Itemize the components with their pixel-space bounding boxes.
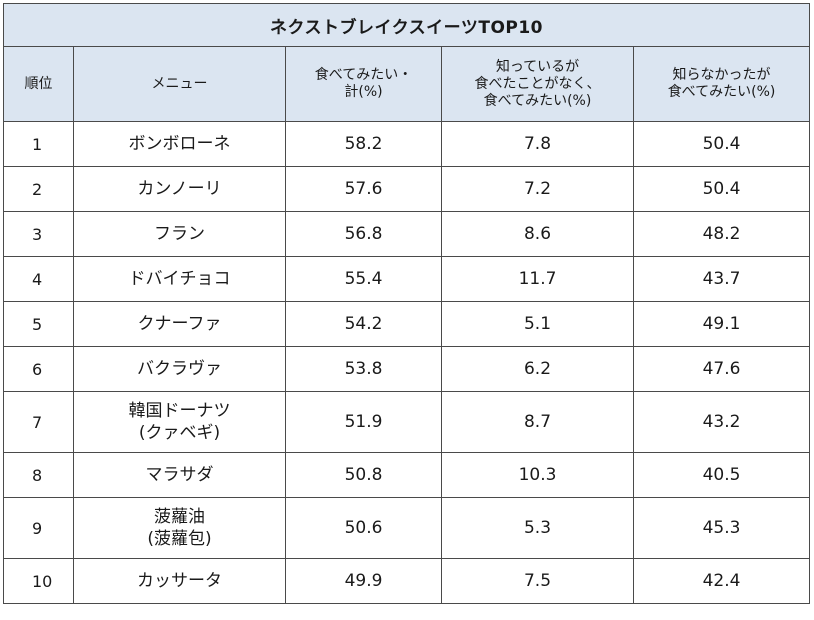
- unknown-want-percent-cell: 43.7: [632, 256, 811, 302]
- unknown-want-percent-cell: 49.1: [632, 301, 811, 347]
- column-header-menu: メニュー: [73, 46, 286, 122]
- known-not-eaten-percent-cell: 10.3: [441, 452, 634, 498]
- column-header-known: 知っているが 食べたことがなく、 食べてみたい(%): [441, 46, 634, 122]
- total-percent-cell: 53.8: [285, 346, 442, 392]
- table-row: 6 バクラヴァ 53.8 6.2 47.6: [3, 346, 811, 392]
- table-header-row: 順位 メニュー 食べてみたい・ 計(%) 知っているが 食べたことがなく、 食べ…: [3, 46, 811, 122]
- total-percent-cell: 51.9: [285, 391, 442, 453]
- known-not-eaten-percent-cell: 7.5: [441, 558, 634, 604]
- menu-cell: ボンボローネ: [73, 121, 286, 167]
- rank-cell: 5: [3, 301, 74, 347]
- total-percent-cell: 58.2: [285, 121, 442, 167]
- table-row: 9 菠蘿油 (菠蘿包) 50.6 5.3 45.3: [3, 497, 811, 559]
- rank-cell: 10: [3, 558, 74, 604]
- total-percent-cell: 57.6: [285, 166, 442, 212]
- unknown-want-percent-cell: 45.3: [632, 497, 811, 559]
- unknown-want-percent-cell: 40.5: [632, 452, 811, 498]
- rank-cell: 6: [3, 346, 74, 392]
- column-header-total: 食べてみたい・ 計(%): [285, 46, 442, 122]
- table-row: 3 フラン 56.8 8.6 48.2: [3, 211, 811, 257]
- table-row: 10 カッサータ 49.9 7.5 42.4: [3, 558, 811, 604]
- unknown-want-percent-cell: 48.2: [632, 211, 811, 257]
- rank-cell: 2: [3, 166, 74, 212]
- known-not-eaten-percent-cell: 8.6: [441, 211, 634, 257]
- table-row: 2 カンノーリ 57.6 7.2 50.4: [3, 166, 811, 212]
- menu-cell: フラン: [73, 211, 286, 257]
- menu-cell: 韓国ドーナツ (クァベギ): [73, 391, 286, 453]
- table-row: 8 マラサダ 50.8 10.3 40.5: [3, 452, 811, 498]
- total-percent-cell: 50.8: [285, 452, 442, 498]
- ranking-table: ネクストブレイクスイーツTOP10 順位 メニュー 食べてみたい・ 計(%) 知…: [2, 3, 811, 604]
- unknown-want-percent-cell: 42.4: [632, 558, 811, 604]
- total-percent-cell: 54.2: [285, 301, 442, 347]
- known-not-eaten-percent-cell: 6.2: [441, 346, 634, 392]
- unknown-want-percent-cell: 43.2: [632, 391, 811, 453]
- table-row: 4 ドバイチョコ 55.4 11.7 43.7: [3, 256, 811, 302]
- table-row: 5 クナーファ 54.2 5.1 49.1: [3, 301, 811, 347]
- known-not-eaten-percent-cell: 11.7: [441, 256, 634, 302]
- known-not-eaten-percent-cell: 5.1: [441, 301, 634, 347]
- menu-cell: カンノーリ: [73, 166, 286, 212]
- rank-cell: 1: [3, 121, 74, 167]
- unknown-want-percent-cell: 47.6: [632, 346, 811, 392]
- menu-cell: クナーファ: [73, 301, 286, 347]
- table-row: 1 ボンボローネ 58.2 7.8 50.4: [3, 121, 811, 167]
- known-not-eaten-percent-cell: 7.2: [441, 166, 634, 212]
- menu-cell: カッサータ: [73, 558, 286, 604]
- rank-cell: 9: [3, 497, 74, 559]
- menu-cell: 菠蘿油 (菠蘿包): [73, 497, 286, 559]
- table-title: ネクストブレイクスイーツTOP10: [2, 3, 811, 47]
- total-percent-cell: 55.4: [285, 256, 442, 302]
- rank-cell: 8: [3, 452, 74, 498]
- known-not-eaten-percent-cell: 7.8: [441, 121, 634, 167]
- known-not-eaten-percent-cell: 8.7: [441, 391, 634, 453]
- column-header-unknown: 知らなかったが 食べてみたい(%): [632, 46, 811, 122]
- menu-cell: バクラヴァ: [73, 346, 286, 392]
- column-header-rank: 順位: [3, 46, 74, 122]
- rank-cell: 4: [3, 256, 74, 302]
- unknown-want-percent-cell: 50.4: [632, 166, 811, 212]
- total-percent-cell: 56.8: [285, 211, 442, 257]
- table-body: 1 ボンボローネ 58.2 7.8 50.4 2 カンノーリ 57.6 7.2 50.4 3 フラン 5…: [3, 121, 811, 604]
- rank-cell: 7: [3, 391, 74, 453]
- known-not-eaten-percent-cell: 5.3: [441, 497, 634, 559]
- rank-cell: 3: [3, 211, 74, 257]
- total-percent-cell: 49.9: [285, 558, 442, 604]
- table-row: 7 韓国ドーナツ (クァベギ) 51.9 8.7 43.2: [3, 391, 811, 453]
- menu-cell: マラサダ: [73, 452, 286, 498]
- menu-cell: ドバイチョコ: [73, 256, 286, 302]
- ranking-table-container: ネクストブレイクスイーツTOP10 順位 メニュー 食べてみたい・ 計(%) 知…: [2, 3, 811, 615]
- unknown-want-percent-cell: 50.4: [632, 121, 811, 167]
- total-percent-cell: 50.6: [285, 497, 442, 559]
